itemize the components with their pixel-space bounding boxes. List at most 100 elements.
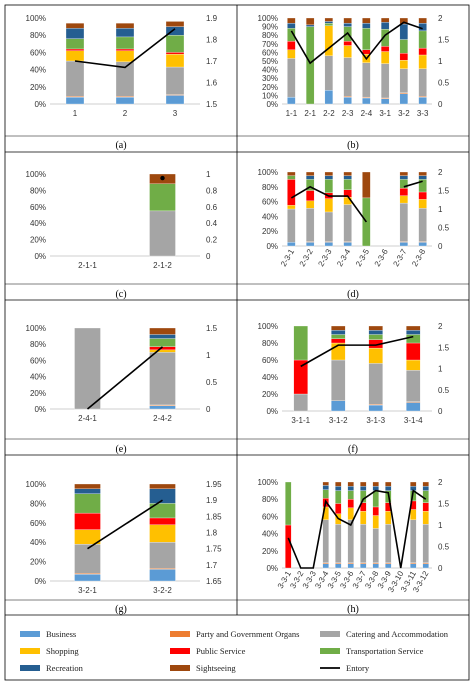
- bar-segment: [399, 202, 409, 242]
- bar-segment: [65, 96, 85, 105]
- bar-segment: [305, 175, 315, 180]
- bar-segment: [399, 68, 409, 93]
- y-tick-label-left: 60%: [30, 48, 46, 57]
- bar-segment: [399, 188, 409, 196]
- bar-segment: [149, 488, 176, 504]
- bar-segment: [418, 96, 427, 105]
- panel-caption: (g): [115, 604, 127, 615]
- y-tick-label-left: 80%: [30, 340, 46, 349]
- bar-segment: [285, 524, 292, 569]
- bar-segment: [149, 542, 176, 569]
- bar-segment: [324, 242, 334, 247]
- bar-segment: [331, 359, 346, 401]
- bar-segment: [422, 563, 429, 569]
- bar-segment: [410, 563, 417, 569]
- bar-segment: [399, 39, 409, 54]
- bar-segment: [287, 171, 296, 176]
- y-tick-label-left: 0%: [34, 100, 46, 109]
- bar-segment: [406, 342, 421, 361]
- y-tick-label-right: 2: [438, 168, 443, 177]
- chart-panel-g: 0% 20% 40% 60% 80% 100% 1.65 1.7 1.75 1.8 1.85 1.9 1…: [26, 480, 223, 615]
- bar-segment: [343, 175, 352, 180]
- y-tick-label-right: 1: [206, 351, 211, 360]
- y-tick-label-left: 60%: [262, 48, 278, 57]
- bar-segment: [399, 195, 409, 204]
- bar-segment: [380, 17, 390, 23]
- bar-segment: [385, 511, 392, 525]
- bar-segment: [165, 21, 185, 27]
- y-tick-label-left: 100%: [26, 480, 46, 489]
- y-tick-label-right: 1.95: [206, 480, 222, 489]
- y-tick-label-right: 2: [438, 478, 443, 487]
- bar-segment: [305, 200, 315, 209]
- y-tick-label-left: 20%: [30, 558, 46, 567]
- bar-segment: [65, 38, 85, 50]
- bar-segment: [422, 490, 429, 503]
- entropy-line: [300, 335, 414, 368]
- y-tick-label-left: 100%: [26, 14, 46, 23]
- bar-segment: [343, 57, 352, 97]
- bar-segment: [343, 45, 352, 58]
- x-tick-label: 1-1: [286, 109, 298, 118]
- y-tick-label-right: 0.2: [206, 236, 218, 245]
- bar-segment: [422, 502, 429, 512]
- bar-segment: [149, 349, 176, 353]
- y-tick-label-left: 100%: [258, 322, 278, 331]
- y-tick-label-left: 30%: [262, 74, 278, 83]
- legend-color-swatch: [170, 665, 190, 671]
- bar-segment: [418, 171, 427, 176]
- bar-segment: [380, 63, 390, 99]
- bar-segment: [418, 242, 427, 247]
- bar-segment: [165, 52, 185, 55]
- x-tick-label: 3-2-1: [78, 586, 97, 595]
- chart-panel-c: 0% 20% 40% 60% 80% 100% 0 0.2 0.4 0.6 0.8 1 2-1-1 2-1…: [26, 170, 218, 300]
- bar-segment: [74, 488, 101, 494]
- y-tick-label-left: 40%: [262, 373, 278, 382]
- y-tick-label-left: 0%: [34, 577, 46, 586]
- chart-panel-f: 0% 20% 40% 60% 80% 100% 0 0.5 1 1.5 2 3-1-1 3-1-2 3-1…: [258, 322, 450, 455]
- y-tick-label-left: 60%: [262, 512, 278, 521]
- bar-segment: [287, 41, 296, 50]
- y-tick-label-right: 0.5: [206, 378, 218, 387]
- x-tick-label: 3-1-1: [291, 416, 310, 425]
- bar-segment: [165, 95, 185, 105]
- bar-segment: [331, 325, 346, 331]
- bar-segment: [115, 36, 135, 50]
- bar-segment: [362, 23, 371, 29]
- bar-segment: [287, 208, 296, 243]
- y-tick-label-left: 20%: [30, 236, 46, 245]
- bar-segment: [287, 23, 296, 29]
- bar-segment: [343, 204, 352, 242]
- bar-segment: [347, 486, 354, 491]
- bar-segment: [149, 352, 176, 406]
- legend-color-swatch: [170, 631, 190, 637]
- panel-caption: (c): [115, 289, 126, 300]
- bar-segment: [347, 519, 354, 563]
- legend-label: Party and Government Organs: [196, 629, 299, 639]
- bar-segment: [324, 179, 334, 193]
- legend-item-transport: Transportation Service: [320, 646, 424, 656]
- bar-segment: [335, 563, 342, 569]
- bar-segment: [331, 338, 346, 344]
- x-tick-label: 3: [173, 109, 178, 118]
- bar-segment: [362, 17, 371, 24]
- bar-segment: [406, 402, 421, 412]
- legend: Business Party and Government Organs Cater…: [20, 629, 449, 673]
- y-tick-label-left: 10%: [262, 91, 278, 100]
- y-tick-label-left: 100%: [258, 478, 278, 487]
- bar-segment: [347, 563, 354, 569]
- y-tick-label-left: 0%: [34, 405, 46, 414]
- y-tick-label-right: 0.5: [438, 224, 450, 233]
- y-tick-label-right: 1.9: [206, 496, 218, 505]
- y-tick-label-right: 1.85: [206, 512, 222, 521]
- legend-label: Recreation: [46, 663, 84, 673]
- legend-label: Sightseeing: [196, 663, 236, 673]
- y-tick-label-left: 20%: [262, 227, 278, 236]
- y-tick-label-right: 2: [438, 14, 443, 23]
- y-tick-label-left: 100%: [258, 168, 278, 177]
- y-tick-label-left: 80%: [262, 183, 278, 192]
- y-tick-label-right: 0.8: [206, 186, 218, 195]
- x-tick-label: 1: [73, 109, 78, 118]
- bar-segment: [368, 347, 383, 364]
